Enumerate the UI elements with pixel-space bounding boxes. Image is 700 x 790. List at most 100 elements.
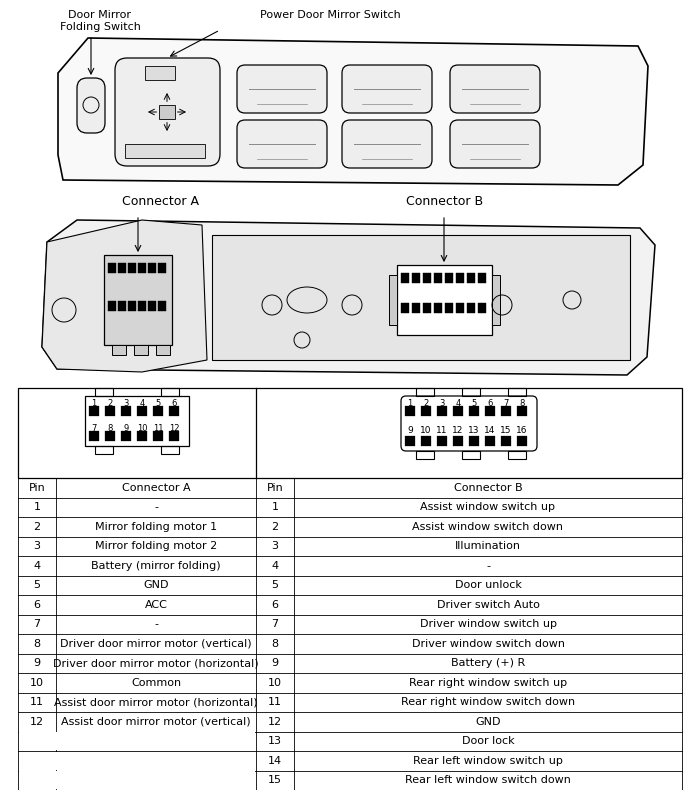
Text: 4: 4 (456, 399, 461, 408)
Bar (405, 436, 415, 446)
Bar (95, 388, 113, 396)
Bar (89, 406, 99, 416)
Text: 11: 11 (268, 698, 282, 707)
Text: Assist window switch up: Assist window switch up (421, 502, 556, 512)
Text: 9: 9 (34, 658, 41, 668)
Bar (137, 431, 147, 441)
Text: 5: 5 (471, 399, 477, 408)
Bar (445, 273, 453, 283)
Bar (104, 255, 172, 345)
Text: Battery (mirror folding): Battery (mirror folding) (91, 561, 220, 570)
Bar (138, 301, 146, 311)
Text: 13: 13 (468, 426, 480, 435)
Bar (121, 406, 131, 416)
Bar (421, 406, 431, 416)
Polygon shape (42, 220, 207, 372)
Bar (492, 275, 500, 325)
Text: 1: 1 (34, 502, 41, 512)
Text: Assist door mirror motor (vertical): Assist door mirror motor (vertical) (61, 717, 251, 727)
Bar (485, 436, 495, 446)
Bar (18, 388, 682, 478)
Text: 3: 3 (123, 399, 129, 408)
Bar (153, 406, 163, 416)
Bar (118, 263, 126, 273)
Text: Rear left window switch up: Rear left window switch up (413, 756, 563, 766)
Bar (389, 275, 397, 325)
Text: 7: 7 (272, 619, 279, 630)
Text: 8: 8 (272, 639, 279, 649)
Text: 4: 4 (272, 561, 279, 570)
Text: 11: 11 (436, 426, 448, 435)
Text: 4: 4 (34, 561, 41, 570)
FancyBboxPatch shape (237, 120, 327, 168)
Bar (148, 301, 156, 311)
Text: 10: 10 (136, 424, 147, 433)
Text: 9: 9 (407, 426, 413, 435)
Bar (478, 273, 486, 283)
Text: GND: GND (475, 717, 500, 727)
Bar (434, 273, 442, 283)
Bar (169, 406, 179, 416)
Bar (118, 301, 126, 311)
Bar (467, 273, 475, 283)
Bar (501, 436, 511, 446)
Bar (437, 436, 447, 446)
Bar (158, 301, 166, 311)
Bar (401, 273, 409, 283)
Text: 6: 6 (272, 600, 279, 610)
Text: 12: 12 (169, 424, 179, 433)
FancyBboxPatch shape (450, 120, 540, 168)
Text: Battery (+) R: Battery (+) R (451, 658, 525, 668)
Text: 6: 6 (487, 399, 493, 408)
Text: 11: 11 (153, 424, 163, 433)
Text: Door Mirror
Folding Switch: Door Mirror Folding Switch (60, 10, 141, 32)
Bar (416, 388, 434, 396)
Bar (128, 301, 136, 311)
Bar (169, 431, 179, 441)
FancyBboxPatch shape (77, 78, 105, 133)
Bar (421, 436, 431, 446)
Text: 7: 7 (503, 399, 509, 408)
Text: 2: 2 (107, 399, 113, 408)
Text: -: - (154, 619, 158, 630)
Bar (125, 144, 205, 158)
Bar (469, 436, 479, 446)
Bar (485, 406, 495, 416)
Bar (437, 406, 447, 416)
Text: 12: 12 (30, 717, 44, 727)
Text: Assist door mirror motor (horizontal): Assist door mirror motor (horizontal) (54, 698, 258, 707)
FancyBboxPatch shape (115, 58, 220, 166)
Bar (121, 431, 131, 441)
Text: 10: 10 (30, 678, 44, 688)
FancyBboxPatch shape (342, 120, 432, 168)
Text: Connector B: Connector B (407, 195, 484, 208)
Text: Connector B: Connector B (454, 483, 522, 493)
Bar (469, 406, 479, 416)
Text: Illumination: Illumination (455, 541, 521, 551)
Text: Driver door mirror motor (vertical): Driver door mirror motor (vertical) (60, 639, 252, 649)
Text: Rear right window switch down: Rear right window switch down (401, 698, 575, 707)
Text: Mirror folding motor 2: Mirror folding motor 2 (95, 541, 217, 551)
Bar (161, 388, 179, 396)
Text: 10: 10 (420, 426, 432, 435)
Text: Rear right window switch up: Rear right window switch up (409, 678, 567, 688)
Text: 7: 7 (34, 619, 41, 630)
Text: 1: 1 (92, 399, 97, 408)
Bar (108, 263, 116, 273)
Bar (508, 451, 526, 459)
Text: 10: 10 (268, 678, 282, 688)
Text: Door lock: Door lock (462, 736, 514, 747)
Bar (212, 235, 630, 360)
Bar (138, 263, 146, 273)
Bar (456, 273, 464, 283)
Text: Driver switch Auto: Driver switch Auto (437, 600, 540, 610)
Bar (19, 771, 255, 789)
Bar (412, 273, 420, 283)
Text: -: - (154, 502, 158, 512)
Text: 8: 8 (34, 639, 41, 649)
Text: 3: 3 (440, 399, 444, 408)
Bar (501, 406, 511, 416)
Bar (405, 406, 415, 416)
Text: 14: 14 (268, 756, 282, 766)
Bar (416, 451, 434, 459)
